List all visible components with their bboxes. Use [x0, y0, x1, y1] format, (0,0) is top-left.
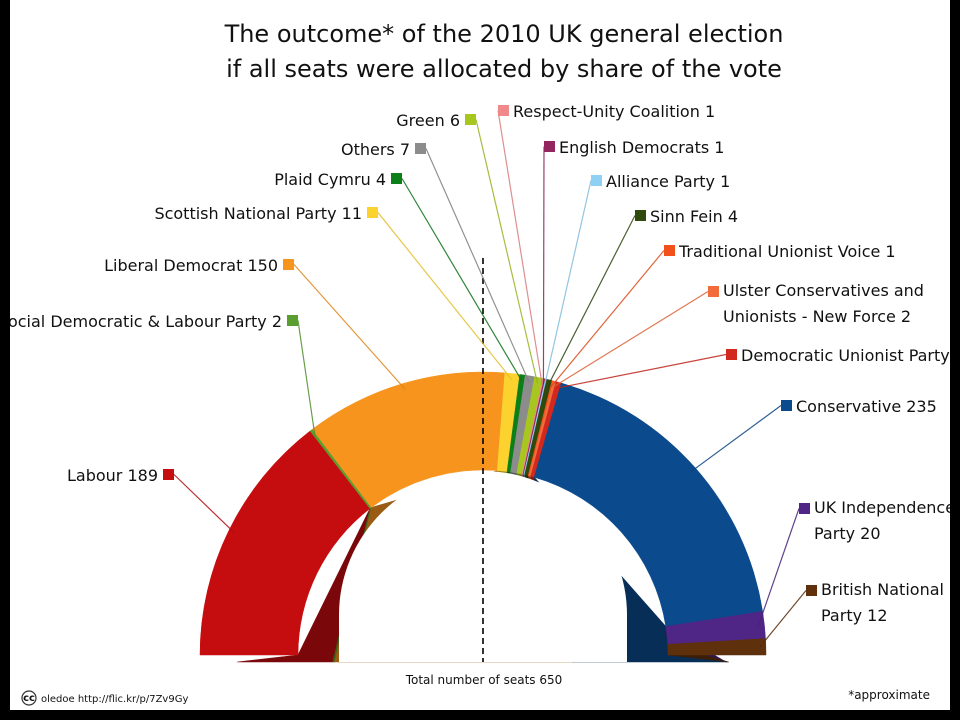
- leader-green: [475, 119, 539, 384]
- label-uk-independence-party: UK Independence Party 20: [814, 498, 950, 543]
- seat-segment-british-national-party: [667, 638, 767, 656]
- label-line-democratic-unionist-party: Democratic Unionist Party 4: [741, 346, 950, 365]
- chart-frame: The outcome* of the 2010 UK general elec…: [10, 0, 950, 710]
- legend-swatch-democratic-unionist-party: [726, 349, 737, 360]
- legend-swatch-scottish-national-party: [367, 207, 378, 218]
- leader-plaid-cymru: [401, 178, 523, 382]
- label-line-uk-independence-party: Party 20: [814, 524, 881, 543]
- legend-swatch-alliance-party: [591, 175, 602, 186]
- leader-traditional-unionist-voice: [550, 250, 665, 387]
- legend-swatch-plaid-cymru: [391, 173, 402, 184]
- label-others: Others 7: [341, 140, 410, 159]
- legend-swatch-uk-independence-party: [799, 503, 810, 514]
- label-line-british-national-party: British National: [821, 580, 944, 599]
- label-liberal-democrat: Liberal Democrat 150: [104, 256, 278, 275]
- footnote-approximate: *approximate: [848, 688, 930, 702]
- leader-labour: [173, 474, 235, 534]
- leader-ulster-conservatives-and-unionists-new-force: [552, 290, 709, 388]
- photo-credit: oledoe http://flic.kr/p/7Zv9Gy: [41, 694, 188, 705]
- label-line-traditional-unionist-voice: Traditional Unionist Voice 1: [678, 242, 896, 261]
- legend-swatch-traditional-unionist-voice: [664, 245, 675, 256]
- label-line-sinn-fein: Sinn Fein 4: [650, 207, 738, 226]
- label-english-democrats: English Democrats 1: [559, 138, 724, 157]
- label-sinn-fein: Sinn Fein 4: [650, 207, 738, 226]
- label-line-uk-independence-party: UK Independence: [814, 498, 950, 517]
- label-line-english-democrats: English Democrats 1: [559, 138, 724, 157]
- total-seats-caption: Total number of seats 650: [405, 673, 563, 687]
- leader-sinn-fein: [547, 215, 636, 387]
- legend-swatch-liberal-democrat: [283, 259, 294, 270]
- label-line-ulster-conservatives-and-unionists-new-force: Ulster Conservatives and: [723, 281, 924, 300]
- legend-swatch-labour: [163, 469, 174, 480]
- label-leader-lines: [173, 110, 807, 648]
- leader-social-democratic-labour-party: [297, 320, 316, 435]
- label-scottish-national-party: Scottish National Party 11: [154, 204, 362, 223]
- leader-democratic-unionist-party: [556, 353, 727, 389]
- label-line-conservative: Conservative 235: [796, 397, 937, 416]
- label-green: Green 6: [396, 111, 460, 130]
- legend-swatch-others: [415, 143, 426, 154]
- label-line-scottish-national-party: Scottish National Party 11: [154, 204, 362, 223]
- leader-others: [425, 148, 530, 383]
- creative-commons-icon: [21, 690, 37, 706]
- chart-title-line2: if all seats were allocated by share of …: [226, 55, 782, 83]
- label-conservative: Conservative 235: [796, 397, 937, 416]
- label-line-liberal-democrat: Liberal Democrat 150: [104, 256, 278, 275]
- seat-arc-tops: [199, 371, 767, 656]
- label-line-plaid-cymru: Plaid Cymru 4: [274, 170, 386, 189]
- legend-swatch-green: [465, 114, 476, 125]
- label-line-respect-unity-coalition: Respect-Unity Coalition 1: [513, 102, 715, 121]
- label-democratic-unionist-party: Democratic Unionist Party 4: [741, 346, 950, 365]
- leader-british-national-party: [759, 590, 807, 648]
- leader-alliance-party: [544, 180, 592, 386]
- label-line-green: Green 6: [396, 111, 460, 130]
- label-line-alliance-party: Alliance Party 1: [606, 172, 730, 191]
- party-labels: Labour 189 Social Democratic & Labour Par…: [10, 102, 950, 625]
- legend-swatch-british-national-party: [806, 585, 817, 596]
- seat-segment-labour: [199, 430, 371, 656]
- legend-swatch-english-democrats: [544, 141, 555, 152]
- label-social-democratic-labour-party: Social Democratic & Labour Party 2: [10, 312, 282, 331]
- leader-conservative: [690, 405, 782, 473]
- leader-uk-independence-party: [757, 508, 800, 626]
- label-line-british-national-party: Party 12: [821, 606, 888, 625]
- label-line-labour: Labour 189: [67, 466, 158, 485]
- legend-swatch-sinn-fein: [635, 210, 646, 221]
- seat-segment-conservative: [533, 382, 763, 627]
- legend-swatch-social-democratic-labour-party: [287, 315, 298, 326]
- creative-commons-badge-text: cc: [23, 693, 35, 704]
- label-ulster-conservatives-and-unionists-new-force: Ulster Conservatives and Unionists - New …: [723, 281, 924, 326]
- label-line-social-democratic-labour-party: Social Democratic & Labour Party 2: [10, 312, 282, 331]
- chart-center-hole: [339, 471, 627, 662]
- label-british-national-party: British National Party 12: [821, 580, 944, 625]
- label-respect-unity-coalition: Respect-Unity Coalition 1: [513, 102, 715, 121]
- chart-title-line1: The outcome* of the 2010 UK general elec…: [224, 20, 784, 48]
- legend-swatch-conservative: [781, 400, 792, 411]
- legend-swatch-respect-unity-coalition: [498, 105, 509, 116]
- leader-scottish-national-party: [377, 212, 513, 380]
- label-traditional-unionist-voice: Traditional Unionist Voice 1: [678, 242, 896, 261]
- leader-respect-unity-coalition: [497, 110, 543, 385]
- label-line-others: Others 7: [341, 140, 410, 159]
- seat-chart: The outcome* of the 2010 UK general elec…: [10, 20, 950, 706]
- label-plaid-cymru: Plaid Cymru 4: [274, 170, 386, 189]
- leader-liberal-democrat: [293, 264, 406, 390]
- leader-english-democrats: [542, 146, 545, 385]
- label-line-ulster-conservatives-and-unionists-new-force: Unionists - New Force 2: [723, 307, 911, 326]
- legend-swatch-ulster-conservatives-and-unionists-new-force: [708, 286, 719, 297]
- label-labour: Labour 189: [67, 466, 158, 485]
- label-alliance-party: Alliance Party 1: [606, 172, 730, 191]
